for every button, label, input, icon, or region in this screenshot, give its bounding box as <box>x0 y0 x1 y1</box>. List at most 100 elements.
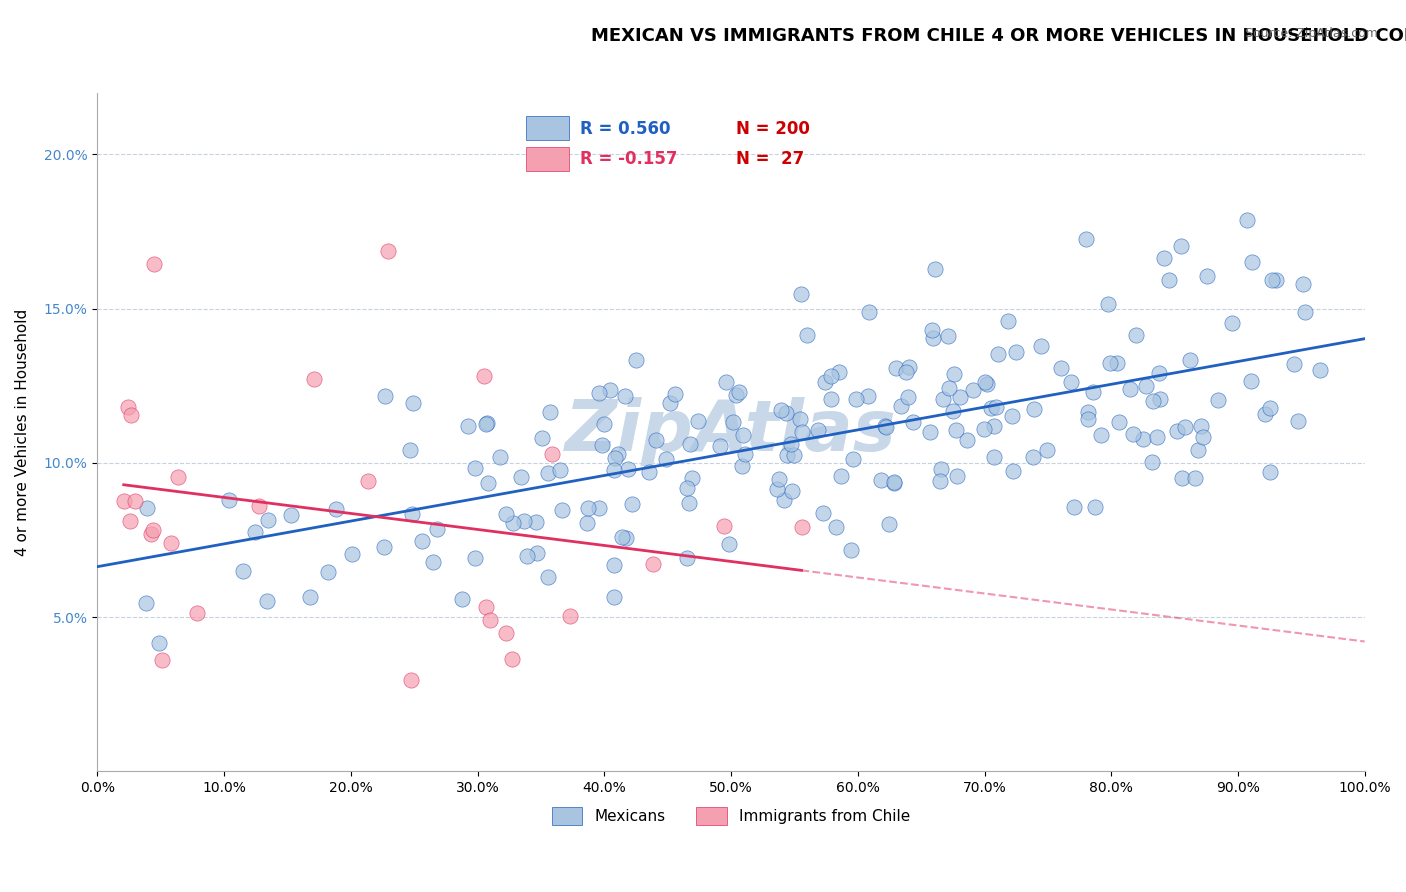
Mexicans <box>1077 411 1099 425</box>
Mexicans <box>675 551 697 566</box>
Mexicans <box>1107 355 1129 369</box>
Immigrants from Chile <box>166 470 188 484</box>
Immigrants from Chile <box>357 475 380 489</box>
Mexicans <box>1294 305 1316 319</box>
Mexicans <box>922 331 945 345</box>
Mexicans <box>770 403 793 417</box>
Immigrants from Chile <box>495 625 517 640</box>
Mexicans <box>551 503 574 517</box>
Mexicans <box>1265 273 1288 287</box>
Mexicans <box>1036 443 1059 458</box>
Mexicans <box>879 516 901 531</box>
Mexicans <box>218 493 240 508</box>
Mexicans <box>1240 374 1263 388</box>
Mexicans <box>1184 471 1206 485</box>
Mexicans <box>464 461 486 475</box>
Mexicans <box>1029 339 1052 353</box>
Mexicans <box>858 305 880 319</box>
Mexicans <box>1254 407 1277 421</box>
Mexicans <box>1174 419 1197 434</box>
Mexicans <box>537 570 560 584</box>
Mexicans <box>422 555 444 569</box>
Mexicans <box>658 395 681 409</box>
Text: ZipAtlas: ZipAtlas <box>565 398 897 467</box>
Immigrants from Chile <box>501 651 523 665</box>
Mexicans <box>1084 500 1107 514</box>
Mexicans <box>1097 296 1119 310</box>
Mexicans <box>576 500 599 515</box>
Mexicans <box>921 323 943 337</box>
Mexicans <box>1022 402 1045 417</box>
Mexicans <box>731 428 754 442</box>
Mexicans <box>1192 430 1215 444</box>
Immigrants from Chile <box>118 514 141 528</box>
Immigrants from Chile <box>558 609 581 624</box>
Mexicans <box>728 385 751 400</box>
Immigrants from Chile <box>142 523 165 537</box>
Mexicans <box>731 458 754 473</box>
Mexicans <box>637 465 659 479</box>
Mexicans <box>538 405 561 419</box>
Mexicans <box>884 360 907 375</box>
Mexicans <box>624 353 647 368</box>
Mexicans <box>610 530 633 544</box>
Mexicans <box>1005 344 1028 359</box>
Mexicans <box>721 416 744 430</box>
Mexicans <box>782 484 804 499</box>
Mexicans <box>1178 353 1201 368</box>
Mexicans <box>1206 392 1229 407</box>
Mexicans <box>1001 464 1024 478</box>
Mexicans <box>875 420 897 434</box>
Mexicans <box>807 423 830 437</box>
Mexicans <box>898 360 921 375</box>
Mexicans <box>929 462 952 476</box>
Mexicans <box>1286 413 1309 427</box>
Mexicans <box>599 383 621 397</box>
Mexicans <box>1122 426 1144 441</box>
Mexicans <box>1258 401 1281 416</box>
Mexicans <box>973 422 995 436</box>
Mexicans <box>614 531 637 545</box>
Mexicans <box>1241 255 1264 269</box>
Mexicans <box>135 596 157 610</box>
Mexicans <box>256 594 278 608</box>
Mexicans <box>243 524 266 539</box>
Mexicans <box>593 417 616 431</box>
Mexicans <box>942 404 965 418</box>
Mexicans <box>976 376 998 391</box>
Mexicans <box>783 448 806 462</box>
Mexicans <box>932 392 955 407</box>
Mexicans <box>148 636 170 650</box>
Mexicans <box>475 416 498 430</box>
Mexicans <box>474 417 496 431</box>
Mexicans <box>537 467 560 481</box>
Mexicans <box>938 381 960 395</box>
Mexicans <box>1081 385 1104 400</box>
Mexicans <box>325 502 347 516</box>
Immigrants from Chile <box>142 257 165 271</box>
Immigrants from Chile <box>479 613 502 627</box>
Mexicans <box>1135 378 1157 392</box>
Y-axis label: 4 or more Vehicles in Household: 4 or more Vehicles in Household <box>15 309 30 556</box>
Mexicans <box>516 549 538 564</box>
Mexicans <box>298 590 321 604</box>
Mexicans <box>411 534 433 549</box>
Mexicans <box>883 476 905 491</box>
Mexicans <box>709 439 731 453</box>
Mexicans <box>502 516 524 530</box>
Mexicans <box>603 590 626 604</box>
Mexicans <box>1146 430 1168 444</box>
Mexicans <box>1261 272 1284 286</box>
Mexicans <box>1309 363 1331 377</box>
Mexicans <box>477 476 499 491</box>
Mexicans <box>1171 471 1194 485</box>
Text: MEXICAN VS IMMIGRANTS FROM CHILE 4 OR MORE VEHICLES IN HOUSEHOLD CORRELATION CHA: MEXICAN VS IMMIGRANTS FROM CHILE 4 OR MO… <box>591 27 1406 45</box>
Mexicans <box>576 516 599 531</box>
Mexicans <box>890 399 912 413</box>
Mexicans <box>1170 239 1192 253</box>
Immigrants from Chile <box>139 526 162 541</box>
Mexicans <box>873 419 896 434</box>
Mexicans <box>1187 442 1209 457</box>
Mexicans <box>790 425 813 440</box>
Mexicans <box>936 328 959 343</box>
